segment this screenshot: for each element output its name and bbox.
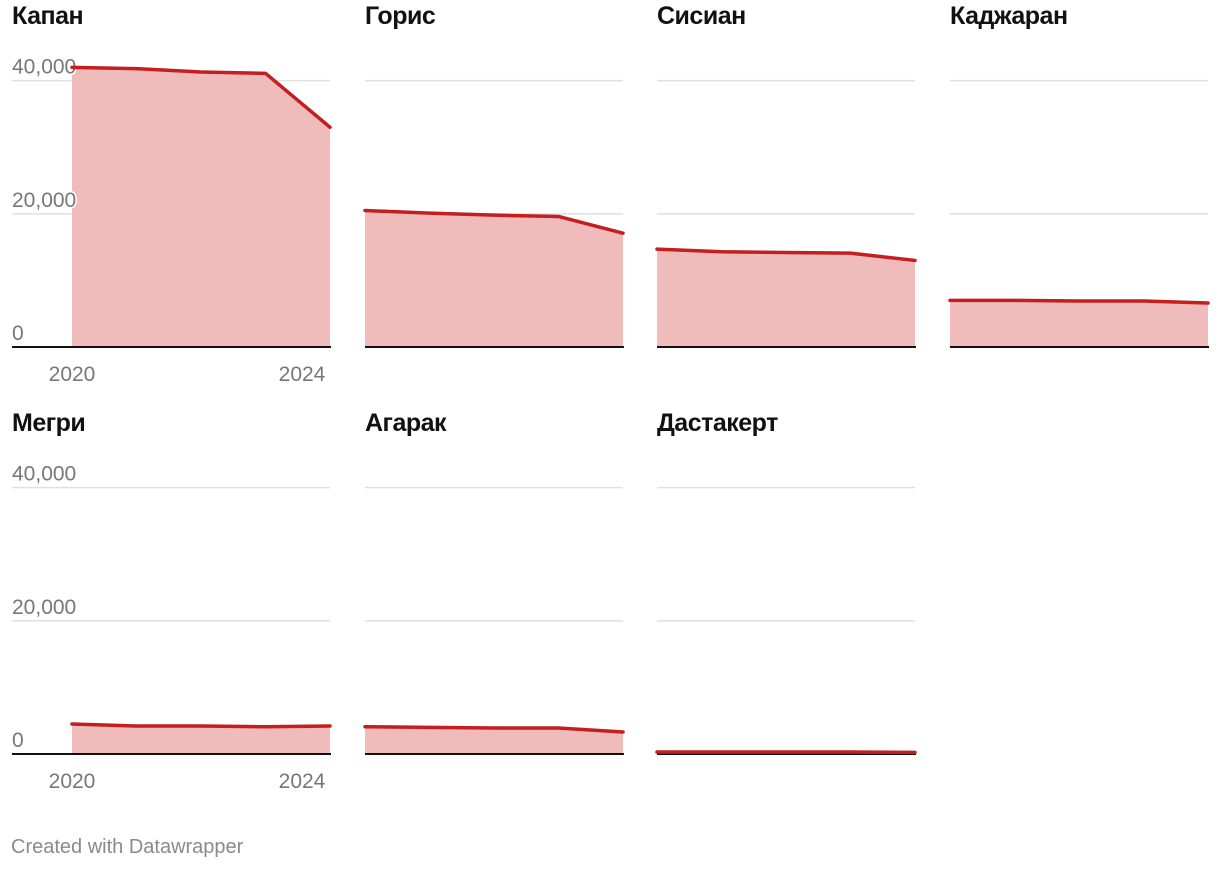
panel-title: Каджаран (950, 2, 1068, 30)
series-line (363, 208, 625, 235)
panel-5: Мегри 0 20,000 40,000 2020 2024 (11, 409, 332, 793)
series-line (655, 247, 917, 263)
series-line (363, 724, 625, 734)
area-fill (72, 67, 330, 348)
y-tick-label: 20,000 (12, 189, 76, 212)
panel-2: Горис (363, 2, 625, 348)
area-fill (657, 249, 915, 347)
y-tick-label: 0 (12, 322, 24, 345)
panel-7: Дастакерт (655, 409, 917, 755)
y-tick-label: 0 (12, 729, 24, 752)
area-fill (365, 210, 623, 347)
series-line (70, 722, 332, 729)
area-fill (72, 724, 330, 754)
panel-4: Каджаран (948, 2, 1210, 348)
series-line (948, 298, 1210, 305)
x-tick-label: 2020 (49, 363, 96, 386)
series-line (70, 65, 332, 130)
area-fill (950, 300, 1208, 347)
panel-title: Мегри (12, 409, 85, 437)
y-tick-label: 40,000 (12, 56, 76, 79)
x-tick-label: 2024 (279, 770, 326, 793)
panel-title: Агарак (365, 409, 447, 437)
area-fill (365, 726, 623, 754)
panel-6: Агарак (363, 409, 625, 755)
panel-3: Сисиан (655, 2, 917, 348)
panel-title: Капан (12, 2, 83, 30)
panel-1: Капан 0 20,000 40,000 2020 2024 (11, 2, 332, 386)
x-tick-label: 2024 (279, 363, 326, 386)
panel-title: Сисиан (657, 2, 746, 30)
panel-title: Горис (365, 2, 436, 30)
y-tick-label: 20,000 (12, 596, 76, 619)
y-tick-label: 40,000 (12, 463, 76, 486)
x-tick-label: 2020 (49, 770, 96, 793)
datawrapper-credit: Created with Datawrapper (11, 836, 244, 858)
panel-title: Дастакерт (657, 409, 778, 437)
